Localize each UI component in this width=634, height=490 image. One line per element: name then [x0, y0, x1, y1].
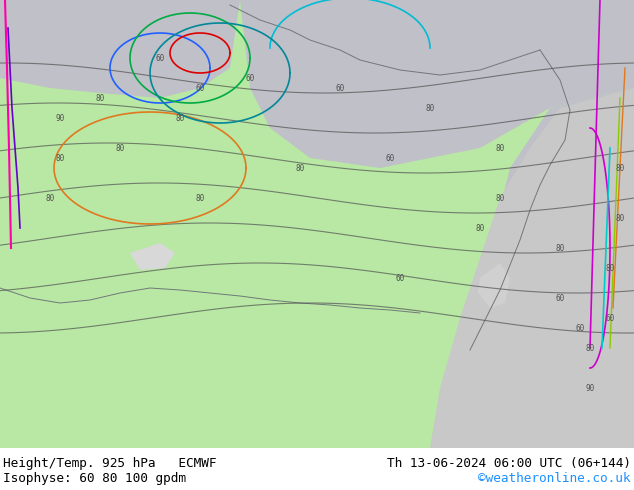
Text: 80: 80 — [115, 144, 125, 152]
Text: 60: 60 — [396, 273, 404, 283]
Text: 90: 90 — [585, 384, 595, 392]
Text: Th 13-06-2024 06:00 UTC (06+144): Th 13-06-2024 06:00 UTC (06+144) — [387, 457, 631, 470]
Text: 80: 80 — [95, 94, 105, 102]
Text: 60: 60 — [195, 83, 205, 93]
Text: ©weatheronline.co.uk: ©weatheronline.co.uk — [478, 472, 631, 485]
Text: 80: 80 — [585, 343, 595, 352]
Text: 80: 80 — [605, 264, 614, 272]
Text: 80: 80 — [555, 244, 565, 252]
Polygon shape — [220, 0, 634, 168]
Text: 60: 60 — [155, 53, 165, 63]
Text: Isophyse: 60 80 100 gpdm: Isophyse: 60 80 100 gpdm — [3, 472, 186, 485]
Text: 80: 80 — [425, 103, 435, 113]
Text: 90: 90 — [55, 114, 65, 122]
Text: 60: 60 — [335, 83, 345, 93]
Polygon shape — [130, 243, 175, 270]
Text: 60: 60 — [605, 314, 614, 322]
Text: 80: 80 — [176, 114, 184, 122]
Text: 80: 80 — [295, 164, 304, 172]
Text: 60: 60 — [555, 294, 565, 302]
Text: 80: 80 — [476, 223, 484, 232]
Text: 80: 80 — [495, 144, 505, 152]
Text: 60: 60 — [385, 153, 394, 163]
Text: 80: 80 — [195, 194, 205, 202]
Polygon shape — [478, 263, 510, 308]
Text: 60: 60 — [576, 323, 585, 333]
Text: 80: 80 — [46, 194, 55, 202]
Polygon shape — [0, 0, 240, 98]
Polygon shape — [430, 88, 634, 448]
Text: 60: 60 — [245, 74, 255, 82]
Text: 80: 80 — [616, 214, 624, 222]
Text: 80: 80 — [495, 194, 505, 202]
Text: 80: 80 — [616, 164, 624, 172]
Text: Height/Temp. 925 hPa   ECMWF: Height/Temp. 925 hPa ECMWF — [3, 457, 217, 470]
Text: 80: 80 — [55, 153, 65, 163]
Polygon shape — [490, 88, 634, 448]
